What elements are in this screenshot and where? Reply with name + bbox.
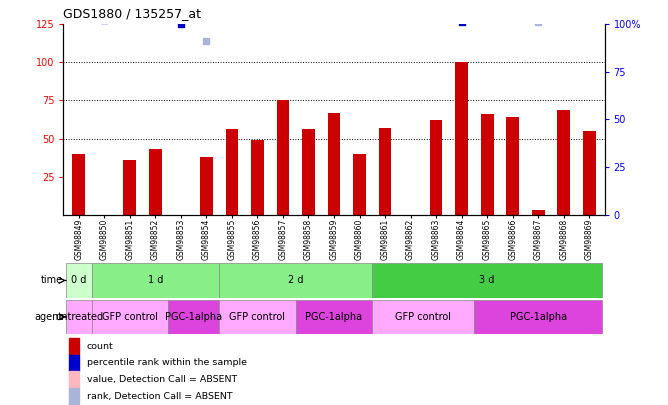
Bar	[168, 300, 219, 334]
Bar	[372, 300, 474, 334]
Point	[584, 0, 595, 6]
Point	[201, 38, 212, 45]
Text: 0 d: 0 d	[71, 275, 86, 286]
Point	[278, 11, 289, 18]
Text: GFP control: GFP control	[395, 312, 452, 322]
Bar	[226, 129, 238, 215]
Text: time: time	[41, 275, 63, 286]
Point	[456, 19, 467, 26]
Bar	[69, 338, 79, 354]
Point	[431, 2, 442, 9]
Point	[405, 15, 416, 22]
Text: PGC-1alpha: PGC-1alpha	[510, 312, 566, 322]
Point	[252, 8, 263, 14]
Bar	[557, 110, 570, 215]
Point	[533, 19, 544, 26]
Bar	[69, 371, 79, 388]
Bar	[69, 388, 79, 405]
Text: untreated: untreated	[55, 312, 103, 322]
Bar	[455, 62, 468, 215]
Bar	[353, 154, 366, 215]
Point	[507, 0, 518, 5]
Text: rank, Detection Call = ABSENT: rank, Detection Call = ABSENT	[87, 392, 232, 401]
Text: count: count	[87, 342, 114, 351]
Point	[329, 0, 339, 5]
Bar	[379, 128, 391, 215]
Point	[73, 8, 84, 14]
Bar	[481, 114, 494, 215]
Bar	[474, 300, 602, 334]
Bar	[92, 263, 219, 298]
Text: value, Detection Call = ABSENT: value, Detection Call = ABSENT	[87, 375, 237, 384]
Bar	[532, 210, 544, 215]
Bar	[92, 300, 168, 334]
Bar	[69, 354, 79, 371]
Point	[124, 11, 135, 18]
Point	[379, 13, 390, 20]
Text: PGC-1alpha: PGC-1alpha	[305, 312, 363, 322]
Bar	[296, 300, 372, 334]
Text: 2 d: 2 d	[288, 275, 303, 286]
Point	[558, 6, 569, 12]
Bar	[277, 100, 289, 215]
Text: 3 d: 3 d	[480, 275, 495, 286]
Point	[176, 21, 186, 28]
Bar	[372, 263, 602, 298]
Bar	[149, 149, 162, 215]
Point	[150, 11, 161, 18]
Bar	[251, 140, 264, 215]
Text: agent: agent	[35, 312, 63, 322]
Bar	[327, 113, 341, 215]
Bar	[200, 157, 213, 215]
Point	[482, 0, 492, 3]
Bar	[302, 129, 315, 215]
Point	[303, 0, 314, 6]
Point	[354, 10, 365, 16]
Bar	[219, 263, 372, 298]
Bar	[583, 131, 596, 215]
Text: GFP control: GFP control	[229, 312, 285, 322]
Point	[99, 17, 110, 24]
Bar	[124, 160, 136, 215]
Bar	[66, 300, 92, 334]
Text: GFP control: GFP control	[102, 312, 158, 322]
Text: 1 d: 1 d	[148, 275, 163, 286]
Text: percentile rank within the sample: percentile rank within the sample	[87, 358, 246, 367]
Bar	[72, 154, 85, 215]
Text: PGC-1alpha: PGC-1alpha	[165, 312, 222, 322]
Text: GDS1880 / 135257_at: GDS1880 / 135257_at	[63, 7, 202, 20]
Bar	[506, 117, 519, 215]
Bar	[430, 120, 442, 215]
Bar	[66, 263, 92, 298]
Bar	[219, 300, 296, 334]
Point	[226, 10, 237, 16]
